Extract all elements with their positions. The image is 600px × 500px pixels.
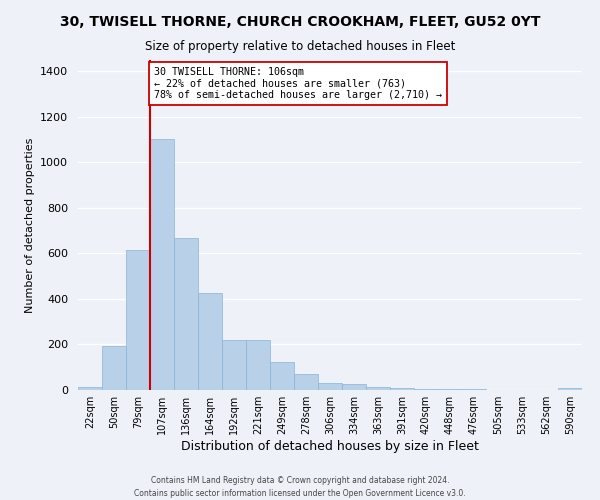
Bar bbox=[558, 388, 582, 390]
Bar bbox=[318, 383, 342, 390]
Bar bbox=[414, 389, 438, 390]
Bar bbox=[246, 340, 270, 390]
Text: 30, TWISELL THORNE, CHURCH CROOKHAM, FLEET, GU52 0YT: 30, TWISELL THORNE, CHURCH CROOKHAM, FLE… bbox=[60, 15, 540, 29]
Text: Size of property relative to detached houses in Fleet: Size of property relative to detached ho… bbox=[145, 40, 455, 53]
Text: Contains HM Land Registry data © Crown copyright and database right 2024.
Contai: Contains HM Land Registry data © Crown c… bbox=[134, 476, 466, 498]
Y-axis label: Number of detached properties: Number of detached properties bbox=[25, 138, 35, 312]
Bar bbox=[174, 238, 198, 390]
Text: 30 TWISELL THORNE: 106sqm
← 22% of detached houses are smaller (763)
78% of semi: 30 TWISELL THORNE: 106sqm ← 22% of detac… bbox=[154, 67, 442, 100]
Bar bbox=[294, 374, 318, 390]
Bar bbox=[342, 384, 366, 390]
Bar bbox=[366, 386, 390, 390]
Bar bbox=[198, 294, 222, 390]
Bar bbox=[222, 340, 246, 390]
Bar bbox=[150, 138, 174, 390]
Bar bbox=[390, 388, 414, 390]
Bar bbox=[102, 346, 126, 390]
Bar bbox=[126, 250, 150, 390]
X-axis label: Distribution of detached houses by size in Fleet: Distribution of detached houses by size … bbox=[181, 440, 479, 453]
Bar bbox=[78, 386, 102, 390]
Bar bbox=[270, 362, 294, 390]
Bar bbox=[438, 389, 462, 390]
